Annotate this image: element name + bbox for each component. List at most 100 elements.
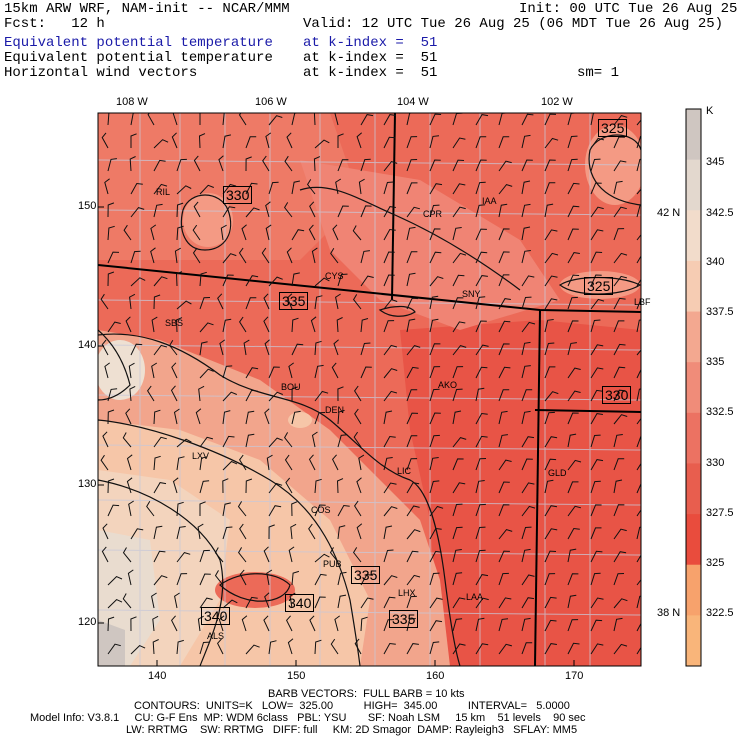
wind-barb — [314, 390, 329, 402]
wind-barb — [475, 617, 485, 632]
wind-barb — [383, 206, 396, 218]
wind-barb — [498, 572, 509, 586]
wind-barb — [268, 505, 282, 517]
wind-barb — [406, 482, 420, 494]
wind-barb — [335, 293, 341, 310]
wind-barb — [291, 229, 305, 241]
wind-barb — [176, 225, 184, 241]
wind-barb — [198, 385, 205, 402]
wind-barb — [567, 481, 579, 494]
wind-barb — [337, 571, 347, 586]
wind-barb — [429, 251, 442, 264]
wind-barb — [199, 456, 208, 471]
wind-barb — [498, 389, 510, 402]
wind-barb — [567, 252, 580, 264]
wind-barb — [406, 574, 421, 586]
wind-barb — [544, 182, 556, 195]
wind-barb — [383, 368, 398, 379]
wind-barb — [613, 228, 625, 241]
wind-barb — [452, 549, 462, 563]
wind-barb — [314, 553, 330, 563]
wind-barb — [330, 248, 339, 264]
wind-barb — [613, 643, 628, 655]
field-region-den — [288, 412, 312, 428]
wind-barb — [308, 224, 316, 241]
wind-barb — [314, 504, 326, 517]
wind-barb — [125, 408, 132, 425]
wind-barb — [288, 546, 295, 563]
wind-barb — [452, 159, 465, 172]
wind-barb — [383, 299, 398, 310]
wind-barb — [287, 638, 294, 655]
wind-barb — [636, 554, 641, 563]
wind-barb — [360, 318, 369, 333]
wind-barb — [199, 641, 210, 655]
footer-physics-info: LW: RRTMG SW: RRTMG DIFF: full KM: 2D Sm… — [126, 724, 578, 736]
wind-barb — [383, 549, 394, 563]
wind-barb — [193, 201, 201, 218]
wind-barb — [475, 643, 489, 655]
wind-barb — [199, 436, 214, 448]
wind-barb — [261, 247, 270, 264]
wind-barb — [353, 385, 362, 402]
wind-barb — [429, 527, 442, 540]
wind-barb — [590, 504, 602, 517]
wind-barb — [452, 321, 466, 333]
wind-barb — [314, 639, 322, 655]
wind-barb — [567, 619, 579, 632]
wind-barb — [214, 547, 224, 563]
wind-barb — [383, 274, 395, 287]
wind-barb — [383, 390, 398, 402]
wind-barb — [636, 482, 641, 494]
wind-barb — [360, 616, 368, 632]
wind-barb — [266, 454, 273, 471]
wind-barb — [237, 501, 247, 517]
field-region-345 — [98, 620, 125, 666]
forecast-hour: Fcst: 12 h — [4, 16, 105, 32]
wind-barb — [337, 434, 348, 448]
wind-barb — [337, 594, 347, 609]
wind-barb — [544, 298, 558, 310]
station-ril: RIL — [156, 187, 171, 197]
wind-barb — [146, 501, 155, 517]
wind-barb — [153, 183, 168, 195]
wind-barb — [567, 367, 581, 379]
wind-barb — [452, 643, 466, 655]
wind-barb — [613, 343, 626, 356]
station-sbs: SBS — [165, 318, 184, 328]
wind-barb — [521, 410, 531, 425]
wind-barb — [613, 206, 627, 218]
wind-barb — [176, 300, 192, 310]
station-den: DEN — [325, 405, 345, 415]
wind-barb — [452, 274, 465, 287]
wind-barb — [311, 431, 318, 448]
wind-barb — [130, 343, 143, 356]
wind-barb — [217, 638, 224, 655]
wind-barb — [613, 414, 628, 425]
wind-barb — [521, 159, 533, 172]
field1-level: at k-index = 51 — [303, 35, 438, 51]
colorbar-label-340: 340 — [706, 256, 725, 268]
wind-barb — [636, 297, 641, 310]
wind-barb — [199, 113, 202, 125]
wind-barb — [245, 297, 257, 310]
wind-barb — [475, 228, 487, 241]
wind-barb — [544, 550, 557, 563]
wind-barb — [107, 271, 115, 287]
wind-barb — [475, 597, 489, 609]
wind-barb — [567, 228, 579, 241]
wind-barb — [521, 548, 531, 563]
wind-barb — [452, 366, 464, 379]
wind-barb — [636, 388, 641, 402]
wind-barb — [222, 526, 233, 540]
wind-barb — [107, 158, 117, 172]
wind-barb — [613, 252, 628, 264]
wind-barb — [590, 550, 603, 563]
wind-barb — [544, 619, 557, 632]
wind-barb — [429, 228, 441, 241]
station-cpr: CPR — [423, 209, 443, 219]
wind-barb — [383, 482, 397, 494]
wind-barb — [590, 413, 603, 425]
wind-barb — [222, 274, 234, 287]
wind-barb — [264, 339, 270, 356]
